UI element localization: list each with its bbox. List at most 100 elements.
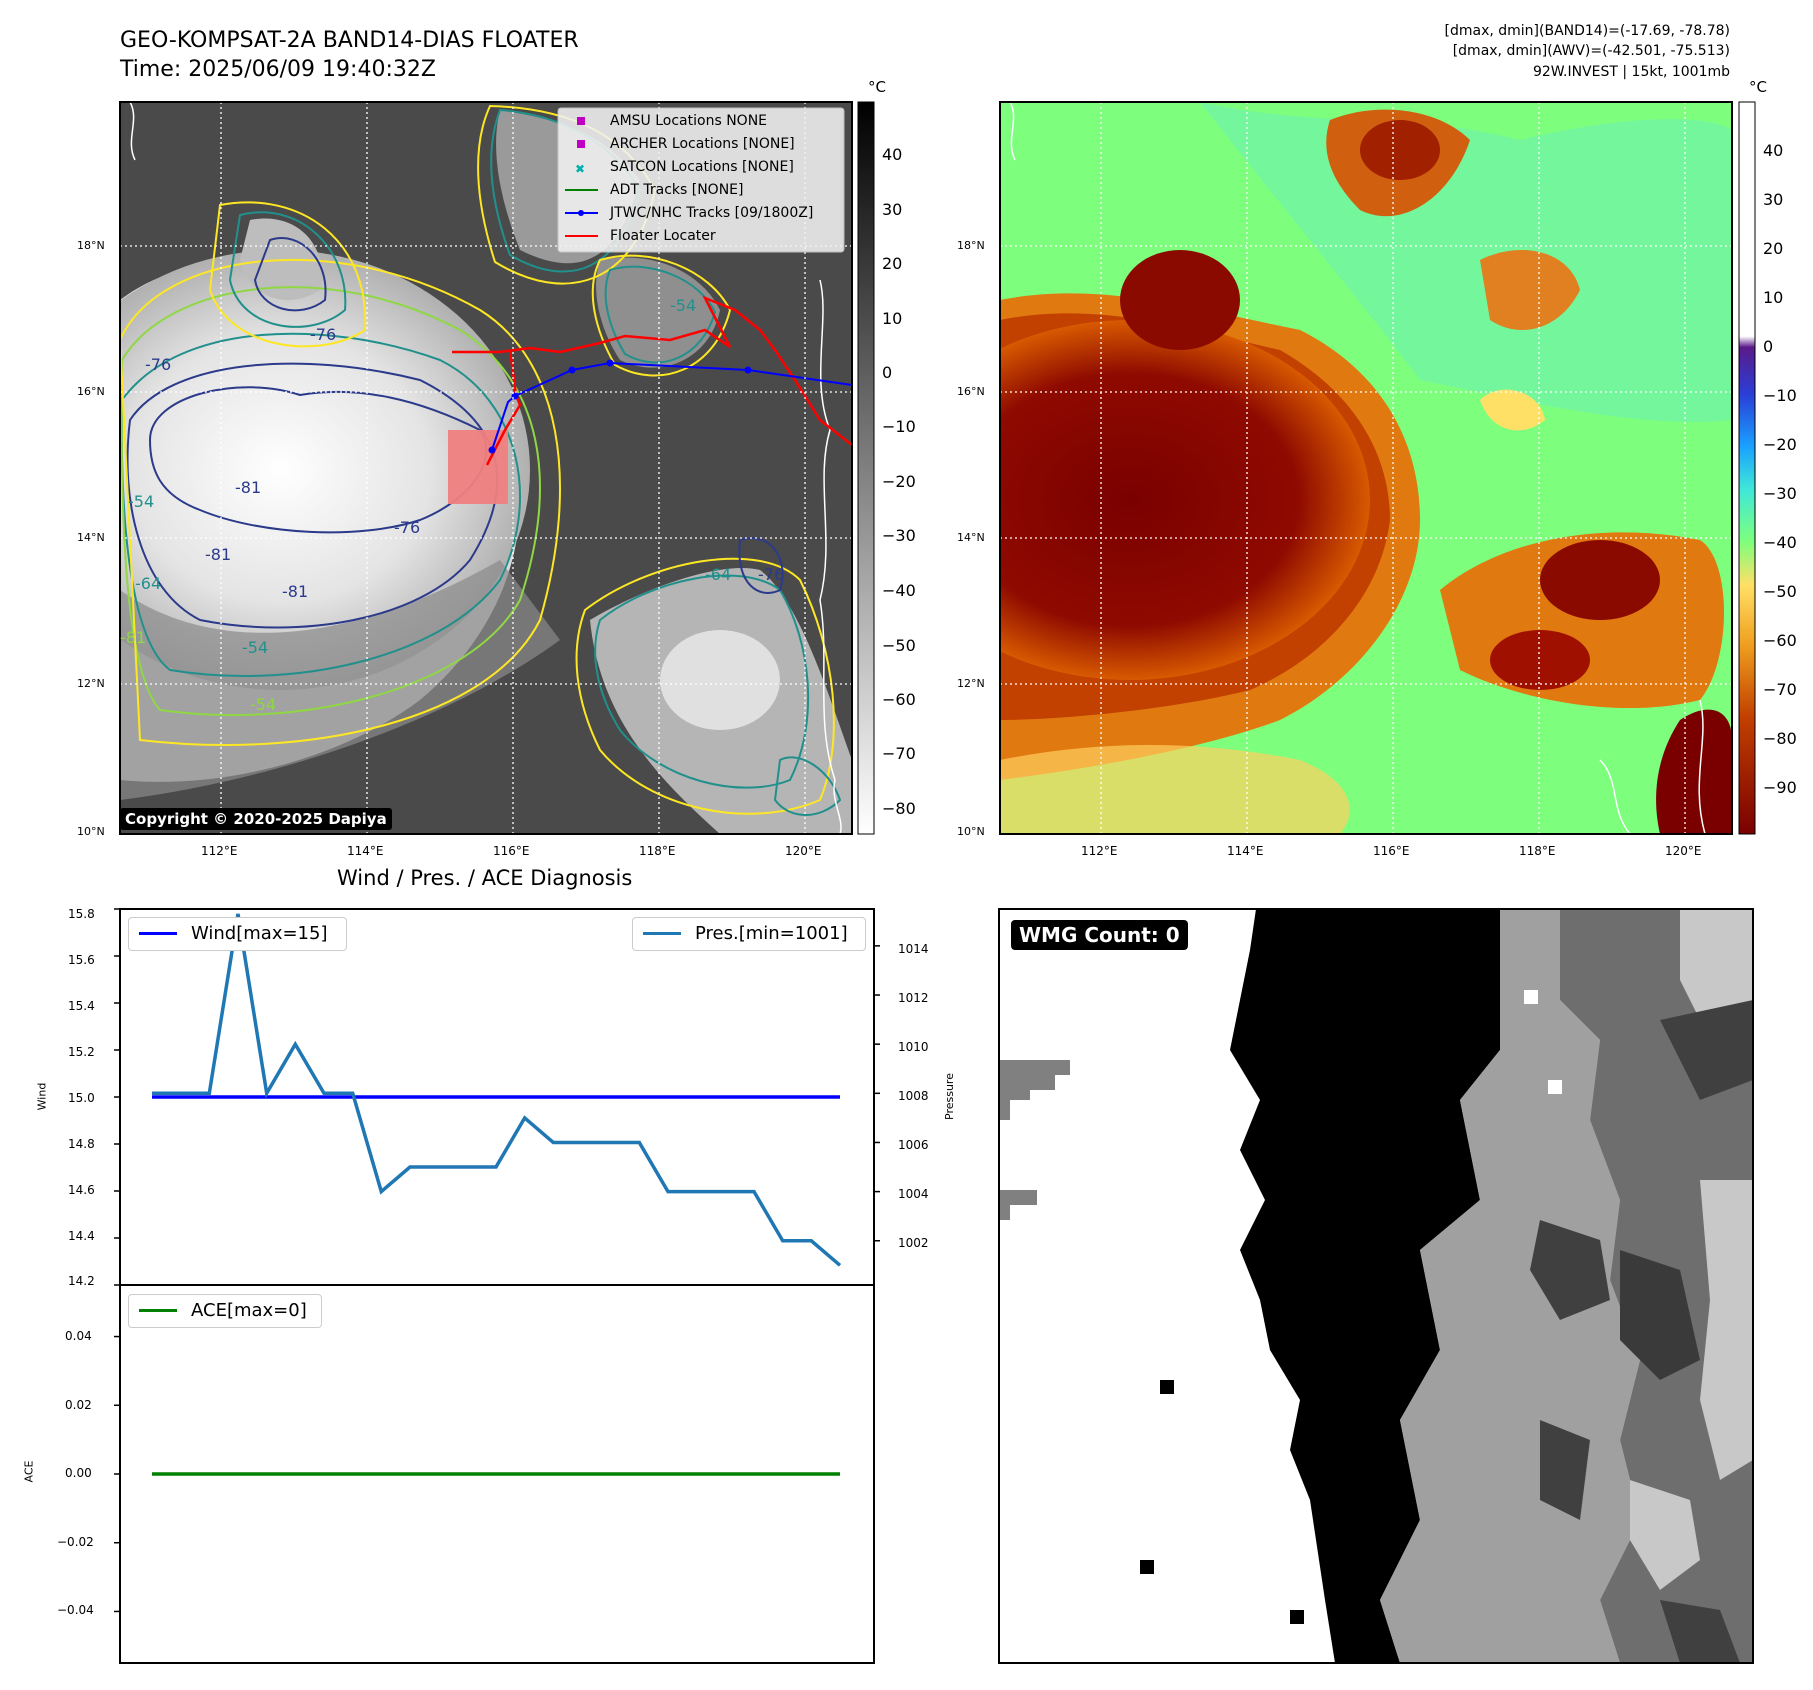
ace-tick: 0.02 — [65, 1398, 92, 1412]
ace-tick: −0.04 — [57, 1603, 94, 1617]
wind-legend: Wind[max=15] — [128, 917, 347, 951]
awv-colorbar-tick: −80 — [1763, 729, 1797, 748]
pressure-tick: 1002 — [898, 1236, 929, 1250]
awv-colorbar — [1738, 101, 1756, 835]
wind-tick: 15.0 — [68, 1091, 95, 1105]
ir-colorbar-tick: −80 — [882, 799, 916, 818]
pressure-tick: 1008 — [898, 1089, 929, 1103]
wind-tick: 15.2 — [68, 1045, 95, 1059]
ir-lat-tick: 10°N — [77, 825, 105, 838]
awv-lon-tick: 116°E — [1373, 844, 1410, 858]
ir-colorbar-tick: −70 — [882, 744, 916, 763]
ir-lon-tick: 120°E — [785, 844, 822, 858]
awv-colorbar-tick: −50 — [1763, 582, 1797, 601]
awv-colorbar-tick: −20 — [1763, 435, 1797, 454]
stats-line-1: [dmax, dmin](BAND14)=(-17.69, -78.78) — [1444, 23, 1731, 39]
awv-colorbar-tick: 20 — [1763, 239, 1784, 258]
ir-colorbar-tick: 30 — [882, 200, 903, 219]
contour-label: -54 — [250, 695, 277, 714]
legend-archer: ARCHER Locations [NONE] — [610, 136, 795, 152]
jtwc-point — [568, 366, 576, 374]
ir-colorbar-tick: −20 — [882, 472, 916, 491]
awv-colorbar-unit: °C — [1749, 78, 1767, 96]
ir-lon-tick: 112°E — [201, 844, 238, 858]
jtwc-point — [488, 446, 496, 454]
ir-colorbar-tick: −40 — [882, 581, 916, 600]
awv-lon-tick: 118°E — [1519, 844, 1556, 858]
ace-tick: 0.04 — [65, 1329, 92, 1343]
awv-colorbar-tick: −60 — [1763, 631, 1797, 650]
svg-text:✖: ✖ — [575, 162, 585, 176]
contour-label: -54 — [670, 296, 697, 315]
awv-colorbar-tick: −10 — [1763, 386, 1797, 405]
ir-colorbar-tick: −30 — [882, 526, 916, 545]
contour-label: -64 — [705, 565, 732, 584]
ir-colorbar-tick: −10 — [882, 417, 916, 436]
legend-satcon: SATCON Locations [NONE] — [610, 159, 794, 175]
figure-title: GEO-KOMPSAT-2A BAND14-DIAS FLOATER — [120, 28, 579, 53]
awv-colorbar-tick: −70 — [1763, 680, 1797, 699]
pressure-tick: 1004 — [898, 1187, 929, 1201]
contour-label: -76 — [145, 355, 172, 374]
pres-legend-swatch — [643, 932, 681, 935]
wind-legend-label: Wind[max=15] — [191, 923, 328, 944]
ace-legend: ACE[max=0] — [128, 1294, 322, 1328]
ir-lat-tick: 12°N — [77, 677, 105, 690]
pres-legend-label: Pres.[min=1001] — [695, 923, 848, 944]
contour-label: -76 — [394, 518, 421, 537]
awv-colorbar-tick: −90 — [1763, 778, 1797, 797]
ir-lat-tick: 16°N — [77, 385, 105, 398]
ir-colorbar-tick: −50 — [882, 636, 916, 655]
pressure-tick: 1010 — [898, 1040, 929, 1054]
contour-label: -54 — [242, 638, 269, 657]
ir-colorbar-tick: −60 — [882, 690, 916, 709]
jtwc-point — [744, 366, 752, 374]
awv-lat-tick: 16°N — [957, 385, 985, 398]
awv-colorbar-tick: 30 — [1763, 190, 1784, 209]
ir-legend: ✖ — [557, 107, 845, 253]
contour-label: -64 — [135, 574, 162, 593]
wmg-panel — [999, 909, 1753, 1663]
wind-tick: 15.8 — [68, 907, 95, 921]
contour-label: -81 — [120, 628, 147, 647]
awv-colorbar-tick: 10 — [1763, 288, 1784, 307]
ir-lat-tick: 18°N — [77, 239, 105, 252]
wind-axis-label: Wind — [35, 1082, 49, 1111]
wind-tick: 15.4 — [68, 999, 95, 1013]
figure-time: Time: 2025/06/09 19:40:32Z — [120, 57, 436, 82]
ir-lon-tick: 118°E — [639, 844, 676, 858]
stats-line-2: [dmax, dmin](AWV)=(-42.501, -75.513) — [1452, 43, 1730, 59]
ace-tick: −0.02 — [57, 1535, 94, 1549]
wind-tick: 14.8 — [68, 1137, 95, 1151]
copyright-badge: Copyright © 2020-2025 Dapiya — [120, 808, 392, 830]
contour-label: -81 — [235, 478, 262, 497]
awv-colorbar-tick: 40 — [1763, 141, 1784, 160]
wmg-count-badge: WMG Count: 0 — [1011, 920, 1188, 950]
wind-tick: 14.4 — [68, 1229, 95, 1243]
awv-colorbar-tick: −30 — [1763, 484, 1797, 503]
legend-jtwc: JTWC/NHC Tracks [09/1800Z] — [610, 205, 814, 221]
wind-legend-swatch — [139, 932, 177, 935]
jtwc-point — [606, 359, 614, 367]
contour-label: -81 — [205, 545, 232, 564]
ir-lat-tick: 14°N — [77, 531, 105, 544]
awv-lat-tick: 18°N — [957, 239, 985, 252]
ir-colorbar-tick: 0 — [882, 363, 893, 382]
ir-lon-tick: 114°E — [347, 844, 384, 858]
awv-map-panel — [1000, 102, 1732, 834]
legend-floater: Floater Locater — [610, 228, 716, 244]
pressure-tick: 1014 — [898, 942, 929, 956]
ace-tick: 0.00 — [65, 1466, 92, 1480]
floater-locater-track-2 — [485, 349, 522, 466]
awv-lon-tick: 112°E — [1081, 844, 1118, 858]
ir-lon-tick: 116°E — [493, 844, 530, 858]
contour-label: -76 — [758, 565, 785, 584]
pressure-tick: 1006 — [898, 1138, 929, 1152]
pressure-series-line — [152, 913, 842, 1267]
ace-legend-swatch — [139, 1309, 177, 1312]
ir-colorbar-tick: 40 — [882, 145, 903, 164]
ace-axis-label: ACE — [22, 1460, 36, 1483]
wind-tick: 14.2 — [68, 1274, 95, 1288]
legend-amsu: AMSU Locations NONE — [610, 113, 768, 129]
